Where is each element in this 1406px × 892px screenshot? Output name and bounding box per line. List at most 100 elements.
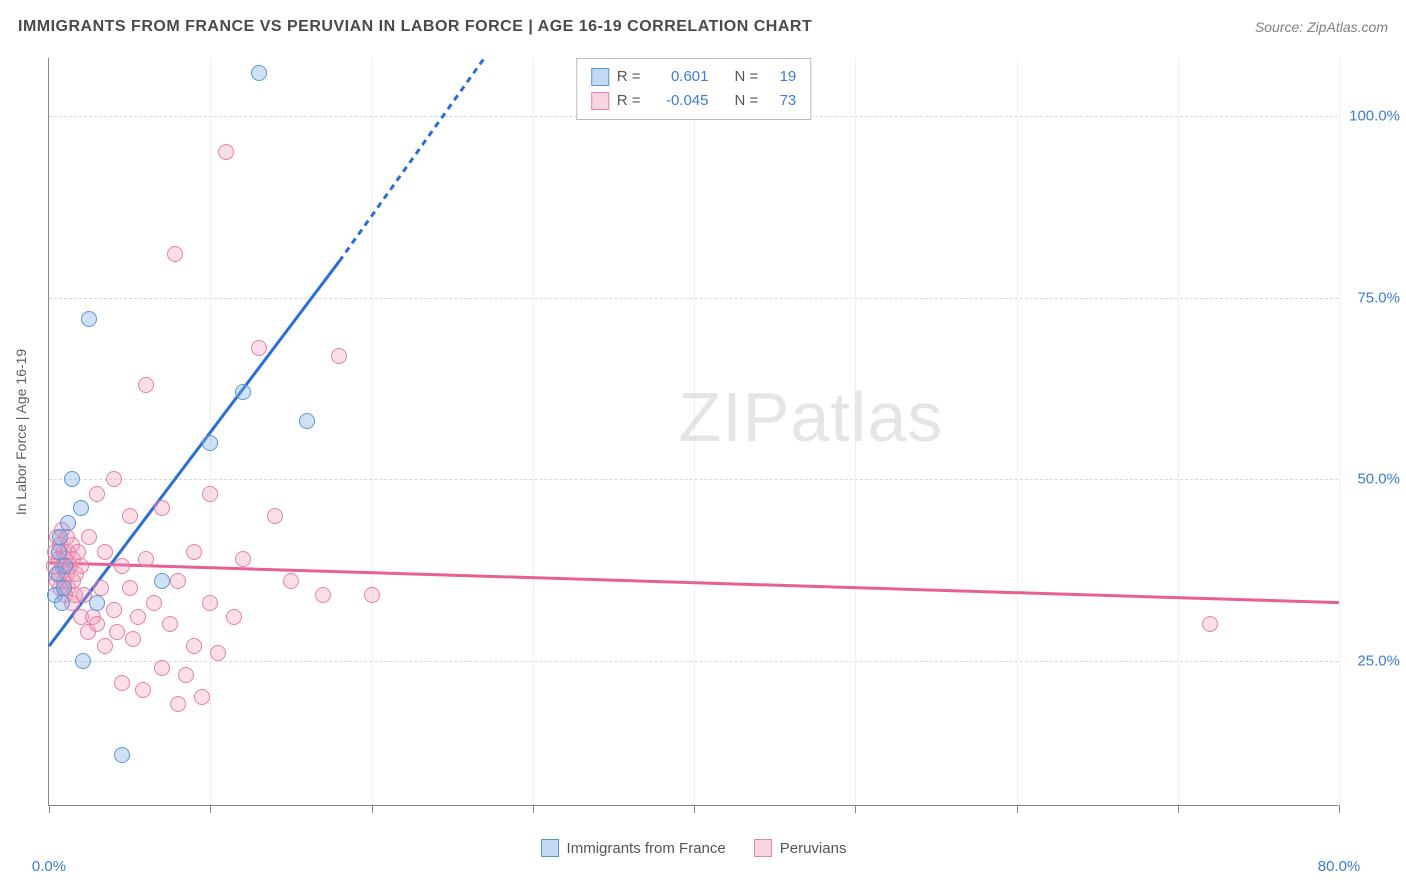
- chart-title: IMMIGRANTS FROM FRANCE VS PERUVIAN IN LA…: [18, 18, 812, 36]
- scatter-point-pink: [73, 558, 89, 574]
- series-legend: Immigrants from France Peruvians: [541, 839, 847, 857]
- x-tick: [694, 805, 695, 813]
- x-tick: [855, 805, 856, 813]
- swatch-blue-icon: [541, 839, 559, 857]
- x-tick: [533, 805, 534, 813]
- scatter-point-pink: [331, 348, 347, 364]
- scatter-point-pink: [364, 587, 380, 603]
- x-tick-label: 80.0%: [1318, 858, 1361, 875]
- swatch-pink-icon: [754, 839, 772, 857]
- scatter-point-pink: [122, 508, 138, 524]
- scatter-point-blue: [64, 471, 80, 487]
- scatter-point-pink: [154, 660, 170, 676]
- scatter-point-pink: [130, 609, 146, 625]
- legend-item-france: Immigrants from France: [541, 839, 726, 857]
- scatter-point-pink: [251, 340, 267, 356]
- scatter-point-pink: [109, 624, 125, 640]
- x-tick: [1178, 805, 1179, 813]
- scatter-point-blue: [89, 595, 105, 611]
- scatter-point-pink: [194, 689, 210, 705]
- scatter-point-pink: [138, 551, 154, 567]
- scatter-point-pink: [170, 573, 186, 589]
- scatter-point-pink: [170, 696, 186, 712]
- scatter-point-blue: [235, 384, 251, 400]
- scatter-point-pink: [135, 682, 151, 698]
- scatter-point-pink: [218, 144, 234, 160]
- scatter-point-blue: [81, 311, 97, 327]
- x-tick: [1339, 805, 1340, 813]
- scatter-point-pink: [146, 595, 162, 611]
- scatter-point-pink: [89, 616, 105, 632]
- r-label: R =: [617, 65, 641, 89]
- scatter-point-pink: [1202, 616, 1218, 632]
- scatter-point-pink: [202, 486, 218, 502]
- scatter-point-pink: [202, 595, 218, 611]
- scatter-point-blue: [154, 573, 170, 589]
- scatter-point-pink: [283, 573, 299, 589]
- y-tick-label: 100.0%: [1345, 108, 1400, 125]
- x-tick: [1017, 805, 1018, 813]
- x-tick: [210, 805, 211, 813]
- scatter-point-blue: [202, 435, 218, 451]
- scatter-point-pink: [122, 580, 138, 596]
- y-tick-label: 50.0%: [1345, 471, 1400, 488]
- scatter-point-pink: [226, 609, 242, 625]
- legend-label-peruvians: Peruvians: [780, 840, 847, 857]
- r-value-blue: 0.601: [649, 65, 709, 89]
- legend-label-france: Immigrants from France: [567, 840, 726, 857]
- source-label: Source: ZipAtlas.com: [1255, 19, 1388, 35]
- scatter-point-blue: [60, 515, 76, 531]
- scatter-point-blue: [75, 653, 91, 669]
- scatter-point-pink: [315, 587, 331, 603]
- scatter-point-pink: [138, 377, 154, 393]
- legend-row-pink: R = -0.045 N = 73: [591, 89, 797, 113]
- swatch-blue-icon: [591, 68, 609, 86]
- scatter-point-blue: [57, 558, 73, 574]
- scatter-point-blue: [52, 529, 68, 545]
- correlation-legend: R = 0.601 N = 19 R = -0.045 N = 73: [576, 58, 812, 120]
- scatter-point-pink: [125, 631, 141, 647]
- scatter-point-blue: [251, 65, 267, 81]
- scatter-point-pink: [162, 616, 178, 632]
- r-value-pink: -0.045: [649, 89, 709, 113]
- n-value-blue: 19: [766, 65, 796, 89]
- scatter-point-pink: [235, 551, 251, 567]
- scatter-point-pink: [178, 667, 194, 683]
- scatter-point-pink: [97, 638, 113, 654]
- scatter-point-pink: [267, 508, 283, 524]
- n-label: N =: [735, 65, 759, 89]
- scatter-point-pink: [186, 638, 202, 654]
- scatter-point-blue: [73, 500, 89, 516]
- scatter-point-pink: [167, 246, 183, 262]
- y-axis-title: In Labor Force | Age 16-19: [13, 348, 29, 514]
- scatter-point-pink: [186, 544, 202, 560]
- scatter-point-pink: [210, 645, 226, 661]
- n-value-pink: 73: [766, 89, 796, 113]
- scatter-point-pink: [81, 529, 97, 545]
- scatter-point-pink: [89, 486, 105, 502]
- scatter-point-blue: [56, 580, 72, 596]
- scatter-point-pink: [97, 544, 113, 560]
- y-tick-label: 25.0%: [1345, 652, 1400, 669]
- legend-row-blue: R = 0.601 N = 19: [591, 65, 797, 89]
- y-tick-label: 75.0%: [1345, 289, 1400, 306]
- plot-area: 25.0%50.0%75.0%100.0% 0.0%80.0% In Labor…: [48, 58, 1338, 806]
- gridline-v: [1339, 58, 1340, 805]
- legend-item-peruvians: Peruvians: [754, 839, 847, 857]
- scatter-point-blue: [299, 413, 315, 429]
- scatter-point-pink: [154, 500, 170, 516]
- scatter-point-pink: [70, 544, 86, 560]
- scatter-point-pink: [114, 558, 130, 574]
- x-tick: [49, 805, 50, 813]
- scatter-point-pink: [93, 580, 109, 596]
- r-label: R =: [617, 89, 641, 113]
- scatter-point-pink: [106, 471, 122, 487]
- trend-line: [339, 58, 484, 261]
- x-tick-label: 0.0%: [32, 858, 66, 875]
- scatter-point-blue: [54, 595, 70, 611]
- n-label: N =: [735, 89, 759, 113]
- trend-line: [49, 563, 1339, 603]
- scatter-point-pink: [114, 675, 130, 691]
- scatter-point-blue: [114, 747, 130, 763]
- x-tick: [372, 805, 373, 813]
